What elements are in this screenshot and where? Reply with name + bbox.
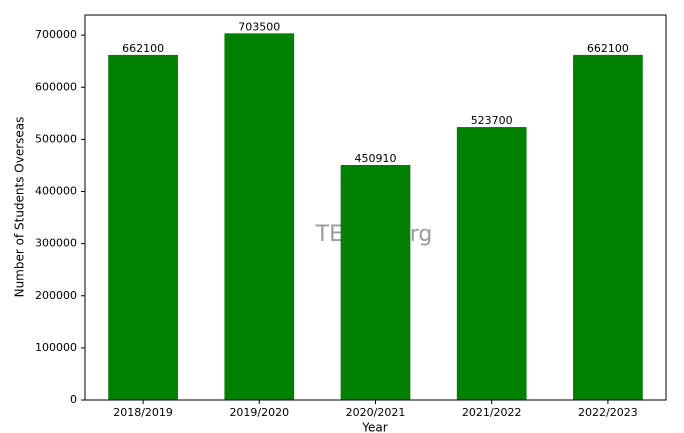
bar — [224, 33, 295, 400]
x-tick-label: 2021/2022 — [462, 406, 522, 419]
x-tick-label: 2020/2021 — [346, 406, 406, 419]
y-axis-label: Number of Students Overseas — [13, 117, 27, 298]
x-tick-label: 2018/2019 — [113, 406, 173, 419]
bar — [108, 54, 178, 400]
value-label: 703500 — [238, 20, 280, 33]
y-tick-label: 700000 — [35, 28, 77, 41]
bar — [573, 54, 643, 400]
plot-frame — [84, 14, 667, 401]
value-label: 662100 — [122, 42, 164, 55]
value-label: 450910 — [355, 152, 397, 165]
bar — [456, 127, 527, 401]
y-tick-label: 400000 — [35, 185, 77, 198]
x-tick-label: 2022/2023 — [578, 406, 638, 419]
y-tick-label: 300000 — [35, 237, 77, 250]
y-tick-label: 600000 — [35, 80, 77, 93]
x-axis-label: Year — [361, 421, 387, 433]
x-tick-label: 2019/2020 — [229, 406, 289, 419]
y-tick-label: 0 — [70, 393, 77, 406]
y-tick-label: 500000 — [35, 132, 77, 145]
value-label: 523700 — [471, 114, 513, 127]
y-tick-label: 100000 — [35, 341, 77, 354]
bar — [340, 164, 411, 400]
value-label: 662100 — [587, 42, 629, 55]
y-tick-label: 200000 — [35, 289, 77, 302]
